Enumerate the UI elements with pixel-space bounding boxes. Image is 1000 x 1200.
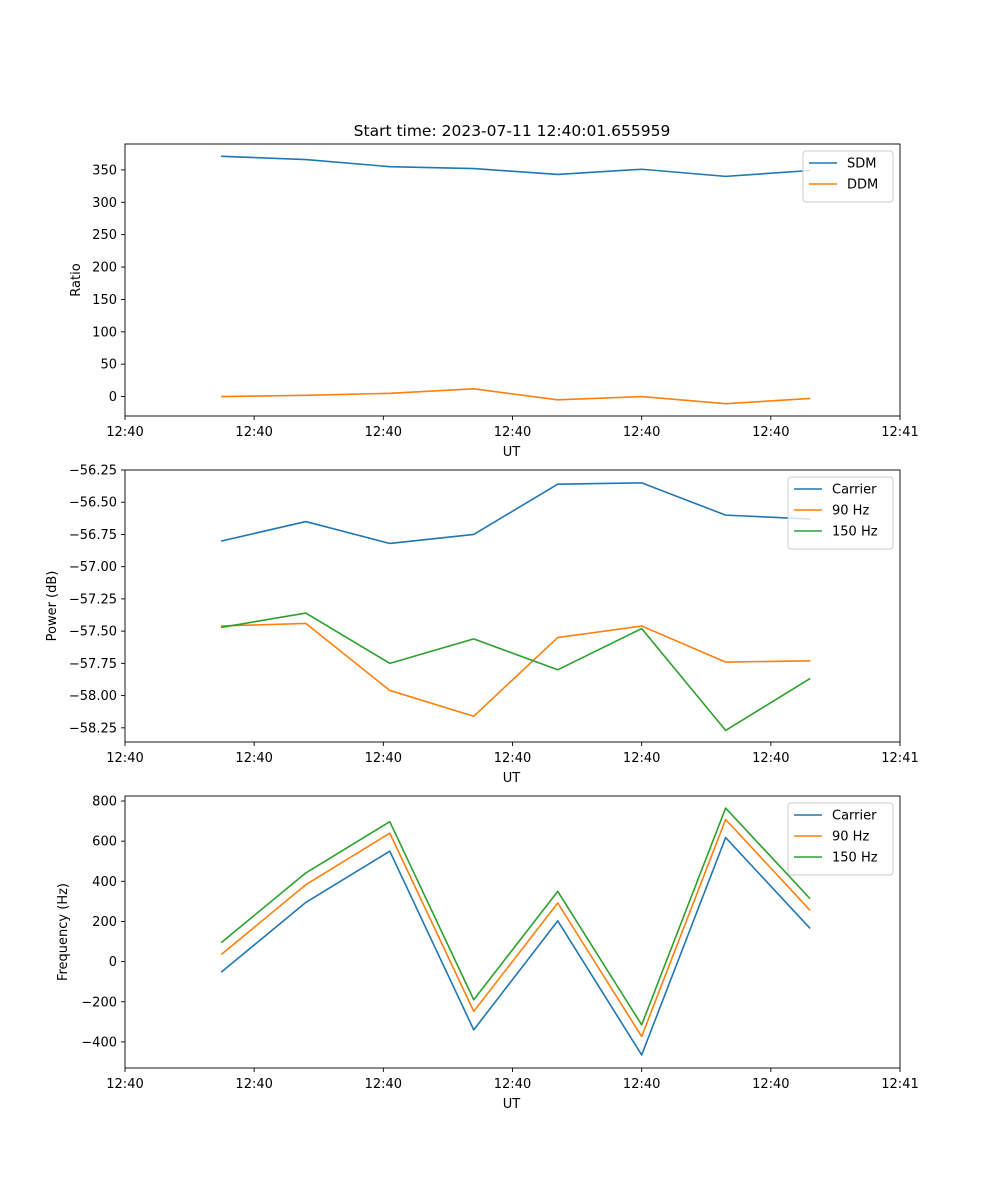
x-tick-label: 12:40 bbox=[106, 1077, 143, 1092]
y-tick-label: 0 bbox=[109, 955, 117, 970]
legend: Carrier 90 Hz 150 Hz bbox=[787, 802, 894, 876]
legend-label: SDM bbox=[847, 157, 876, 172]
x-axis-label: UT bbox=[503, 445, 521, 460]
y-tick-label: −58.25 bbox=[69, 721, 117, 736]
y-tick-label: −56.25 bbox=[69, 464, 117, 479]
y-tick-label: 400 bbox=[92, 875, 117, 890]
legend-label: DDM bbox=[847, 178, 878, 193]
x-tick-label: 12:41 bbox=[881, 425, 918, 440]
series-line-carrier bbox=[220, 482, 811, 545]
subplots: 12:40 12:40 12:40 12:40 12:40 12:40 12:41 0 50 10… bbox=[45, 143, 919, 1112]
y-axis-label: Power (dB) bbox=[45, 571, 60, 642]
y-tick-label: −57.75 bbox=[69, 657, 117, 672]
y-tick-label: 0 bbox=[109, 390, 117, 405]
legend: Carrier 90 Hz 150 Hz bbox=[787, 476, 894, 550]
series-line-90-hz bbox=[220, 818, 811, 1038]
y-tick-label: 250 bbox=[92, 228, 117, 243]
y-tick-label: 600 bbox=[92, 835, 117, 850]
y-tick-label: −56.50 bbox=[69, 496, 117, 511]
series-line-150-hz bbox=[220, 807, 811, 1026]
legend-label: 150 Hz bbox=[832, 851, 878, 866]
legend-label: Carrier bbox=[832, 483, 877, 498]
y-tick-label: 300 bbox=[92, 196, 117, 211]
y-tick-label: −56.75 bbox=[69, 528, 117, 543]
y-axis-label: Ratio bbox=[69, 263, 84, 296]
subplot-3: 12:40 12:40 12:40 12:40 12:40 12:40 12:41 −400 −… bbox=[56, 795, 919, 1112]
legend: SDM DDM bbox=[802, 150, 894, 203]
y-tick-label: −400 bbox=[81, 1035, 117, 1050]
y-tick-label: −57.50 bbox=[69, 625, 117, 640]
y-tick-label: −57.25 bbox=[69, 592, 117, 607]
x-tick-label: 12:40 bbox=[494, 1077, 531, 1092]
x-tick-label: 12:40 bbox=[752, 751, 789, 766]
y-tick-label: 100 bbox=[92, 325, 117, 340]
x-tick-label: 12:40 bbox=[106, 425, 143, 440]
x-tick-label: 12:40 bbox=[623, 1077, 660, 1092]
figure-title: Start time: 2023-07-11 12:40:01.655959 bbox=[354, 122, 671, 140]
x-tick-label: 12:40 bbox=[623, 751, 660, 766]
x-tick-label: 12:40 bbox=[365, 1077, 402, 1092]
y-tick-label: 150 bbox=[92, 293, 117, 308]
legend-label: 90 Hz bbox=[832, 830, 869, 845]
series-line-sdm bbox=[221, 155, 811, 178]
subplot-2: 12:40 12:40 12:40 12:40 12:40 12:40 12:41 −58.2… bbox=[45, 464, 919, 787]
y-tick-label: 200 bbox=[92, 915, 117, 930]
y-tick-label: 50 bbox=[100, 358, 117, 373]
x-axis-label: UT bbox=[503, 771, 521, 786]
x-tick-label: 12:41 bbox=[881, 751, 918, 766]
x-tick-label: 12:41 bbox=[881, 1077, 918, 1092]
y-tick-label: 800 bbox=[92, 795, 117, 810]
series-line-150-hz bbox=[220, 612, 811, 732]
series-line-carrier bbox=[220, 836, 811, 1056]
x-tick-label: 12:40 bbox=[365, 751, 402, 766]
x-tick-label: 12:40 bbox=[752, 425, 789, 440]
y-tick-label: 200 bbox=[92, 261, 117, 276]
y-axis-label: Frequency (Hz) bbox=[56, 883, 71, 981]
subplot-1: 12:40 12:40 12:40 12:40 12:40 12:40 12:41 0 50 10… bbox=[69, 143, 919, 460]
x-tick-label: 12:40 bbox=[752, 1077, 789, 1092]
legend-label: 150 Hz bbox=[832, 525, 878, 540]
y-tick-label: −200 bbox=[81, 995, 117, 1010]
x-tick-label: 12:40 bbox=[494, 425, 531, 440]
legend-label: 90 Hz bbox=[832, 504, 869, 519]
y-tick-label: −57.00 bbox=[69, 560, 117, 575]
legend-label: Carrier bbox=[832, 809, 877, 824]
series-line-90-hz bbox=[221, 622, 811, 718]
x-tick-label: 12:40 bbox=[235, 751, 272, 766]
x-tick-label: 12:40 bbox=[235, 425, 272, 440]
x-axis-label: UT bbox=[503, 1097, 521, 1112]
x-tick-label: 12:40 bbox=[494, 751, 531, 766]
y-tick-label: 350 bbox=[92, 163, 117, 178]
x-tick-label: 12:40 bbox=[365, 425, 402, 440]
series-line-ddm bbox=[221, 387, 811, 405]
x-tick-label: 12:40 bbox=[623, 425, 660, 440]
x-tick-label: 12:40 bbox=[235, 1077, 272, 1092]
x-tick-label: 12:40 bbox=[106, 751, 143, 766]
y-tick-label: −58.00 bbox=[69, 689, 117, 704]
